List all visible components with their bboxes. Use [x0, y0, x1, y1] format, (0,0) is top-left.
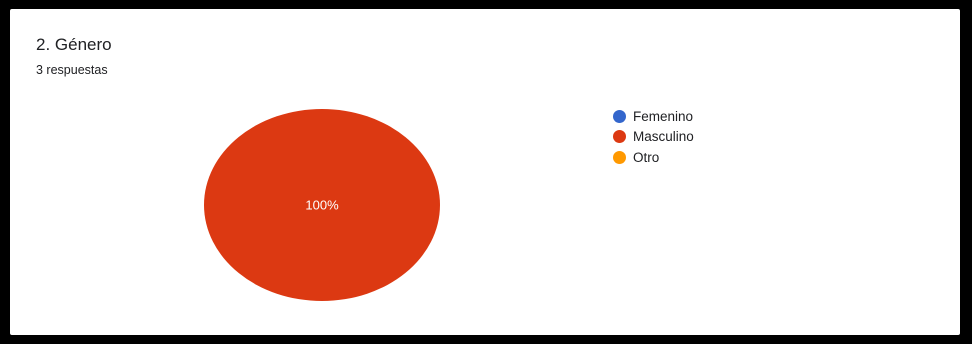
- legend-swatch-otro: [613, 150, 626, 164]
- pie-slice-label-masculino: 100%: [305, 198, 339, 213]
- legend-swatch-masculino: [613, 130, 626, 144]
- response-count: 3 respuestas: [36, 63, 108, 77]
- legend-label-femenino: Femenino: [633, 108, 694, 124]
- legend-item-masculino[interactable]: Masculino: [613, 127, 694, 148]
- pie-slice-masculino[interactable]: [204, 109, 440, 301]
- legend-swatch-femenino: [613, 109, 626, 123]
- question-title: 2. Género: [36, 35, 112, 54]
- legend-item-femenino[interactable]: Femenino: [613, 106, 694, 127]
- pie-chart: 100%: [204, 109, 440, 301]
- response-summary-card: 2. Género 3 respuestas 100% Femenino Masc…: [10, 9, 960, 335]
- chart-legend: Femenino Masculino Otro: [613, 106, 694, 168]
- legend-label-otro: Otro: [633, 149, 660, 165]
- legend-label-masculino: Masculino: [633, 129, 694, 145]
- legend-item-otro[interactable]: Otro: [613, 147, 694, 168]
